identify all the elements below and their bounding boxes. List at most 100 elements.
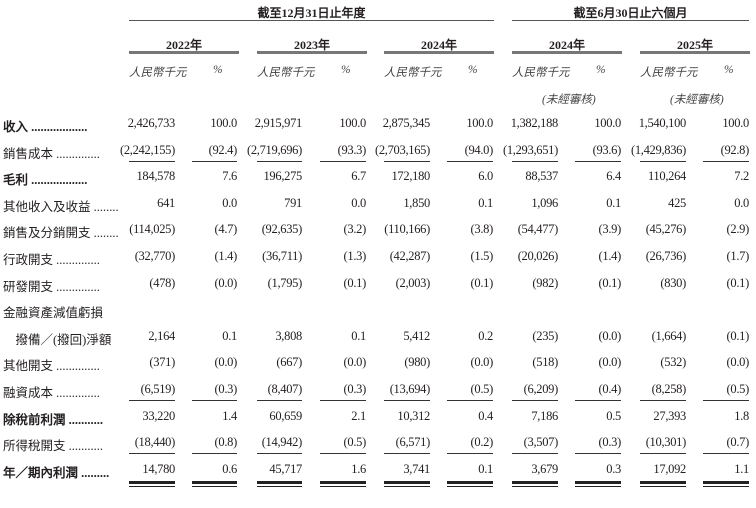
row-value: 184,578 (136, 169, 175, 184)
row-value: 14,780 (142, 461, 175, 476)
row-value: 88,537 (525, 169, 558, 184)
row-value: 1,540,100 (638, 116, 687, 130)
row-value: 172,180 (391, 169, 430, 184)
row-value: 1.8 (734, 408, 749, 423)
column-rule (512, 51, 622, 54)
row-label: 除稅前利潤 ........... (3, 412, 104, 427)
row-value: (18,440) (134, 435, 176, 450)
subtotal-rule (320, 160, 366, 162)
amount-unit: 人民幣千元 (257, 67, 315, 79)
subtotal-rule (703, 453, 749, 455)
column-year: 2022年 (165, 38, 202, 52)
total-double-rule (257, 485, 302, 487)
subtotal-rule (575, 400, 621, 401)
row-value: (2,703,165) (374, 142, 430, 157)
row-value: 27,393 (653, 408, 686, 423)
row-value: 3,741 (403, 461, 430, 476)
row-value: (478) (149, 275, 175, 290)
subtotal-rule (447, 453, 493, 455)
row-value: 7.6 (222, 169, 237, 184)
column-year: 2024年 (420, 38, 457, 52)
column-rule (640, 51, 750, 54)
row-value: (6,519) (140, 382, 176, 396)
row-value: (14,942) (261, 435, 303, 450)
row-label: 所得稅開支 ........... (3, 439, 104, 454)
row-label: 銷售及分銷開支 ........ (3, 226, 119, 241)
row-label: 金融資產減值虧損 (3, 306, 104, 321)
row-value: (20,026) (517, 249, 559, 263)
pct-unit: % (596, 64, 606, 76)
row-value: 2,915,971 (254, 116, 303, 130)
row-value: 0.2 (478, 328, 493, 343)
row-value: 3,808 (275, 328, 302, 343)
row-value: 6.0 (478, 169, 493, 184)
row-value: 0.5 (606, 408, 621, 423)
row-value: 1.6 (351, 461, 366, 476)
row-value: (10,301) (645, 435, 687, 450)
subtotal-rule (192, 453, 237, 455)
subtotal-rule (640, 453, 686, 455)
row-value: (114,025) (129, 222, 175, 237)
row-value: (0.3) (598, 435, 622, 450)
subtotal-rule (640, 160, 686, 162)
row-value: (830) (660, 275, 686, 290)
row-value: (93.6) (592, 142, 622, 157)
row-value: (2.9) (726, 222, 750, 237)
row-value: (0.7) (726, 435, 750, 450)
pct-unit: % (724, 64, 734, 76)
row-value: 1.4 (222, 408, 237, 423)
row-value: (54,477) (517, 222, 559, 237)
row-value: 1.1 (734, 461, 749, 476)
row-value: (518) (532, 355, 558, 370)
row-value: 1,382,188 (510, 116, 559, 130)
total-double-rule (320, 480, 366, 484)
row-value: 3,679 (531, 461, 558, 476)
row-value: (0.0) (470, 355, 494, 370)
row-value: (94.0) (464, 142, 494, 157)
row-value: 0.0 (734, 195, 749, 210)
subtotal-rule (384, 400, 430, 401)
row-value: (980) (404, 355, 430, 370)
row-value: (1,293,651) (502, 142, 558, 157)
row-value: (371) (149, 355, 175, 370)
subtotal-rule (257, 160, 302, 162)
total-double-rule (512, 485, 558, 487)
row-value: 17,092 (653, 461, 686, 476)
row-label: 銷售成本 .............. (3, 146, 100, 161)
row-value: 641 (157, 195, 175, 210)
row-value: (110,166) (384, 222, 430, 237)
row-value: (0.1) (726, 275, 750, 290)
pct-unit: % (213, 64, 223, 76)
row-value: 0.1 (478, 195, 493, 210)
row-value: 33,220 (142, 408, 175, 423)
total-double-rule (703, 485, 749, 487)
subtotal-rule (384, 453, 430, 455)
row-value: 100.0 (722, 116, 749, 130)
total-double-rule (575, 480, 621, 484)
row-label: 年／期內利潤 ......... (3, 465, 110, 480)
subtotal-rule (575, 160, 621, 162)
total-double-rule (192, 485, 237, 487)
row-value: 0.0 (351, 195, 366, 210)
column-rule (384, 51, 494, 54)
total-double-rule (640, 480, 686, 484)
row-value: 0.6 (222, 461, 237, 476)
row-value: 0.1 (351, 328, 366, 343)
total-double-rule (257, 480, 302, 484)
column-year: 2023年 (293, 38, 330, 52)
subtotal-rule (257, 400, 302, 401)
row-value: (1.4) (214, 249, 238, 263)
row-value: (4.7) (214, 222, 238, 237)
total-double-rule (320, 485, 366, 487)
subtotal-rule (575, 453, 621, 455)
total-double-rule (447, 480, 493, 484)
row-value: 0.0 (222, 195, 237, 210)
row-value: (982) (532, 275, 558, 290)
subtotal-rule (129, 453, 175, 455)
row-value: 0.1 (478, 461, 493, 476)
divider (512, 20, 749, 21)
total-double-rule (129, 485, 175, 487)
row-value: (0.1) (598, 275, 622, 290)
pct-unit: % (468, 64, 478, 76)
row-value: (0.0) (214, 275, 238, 290)
